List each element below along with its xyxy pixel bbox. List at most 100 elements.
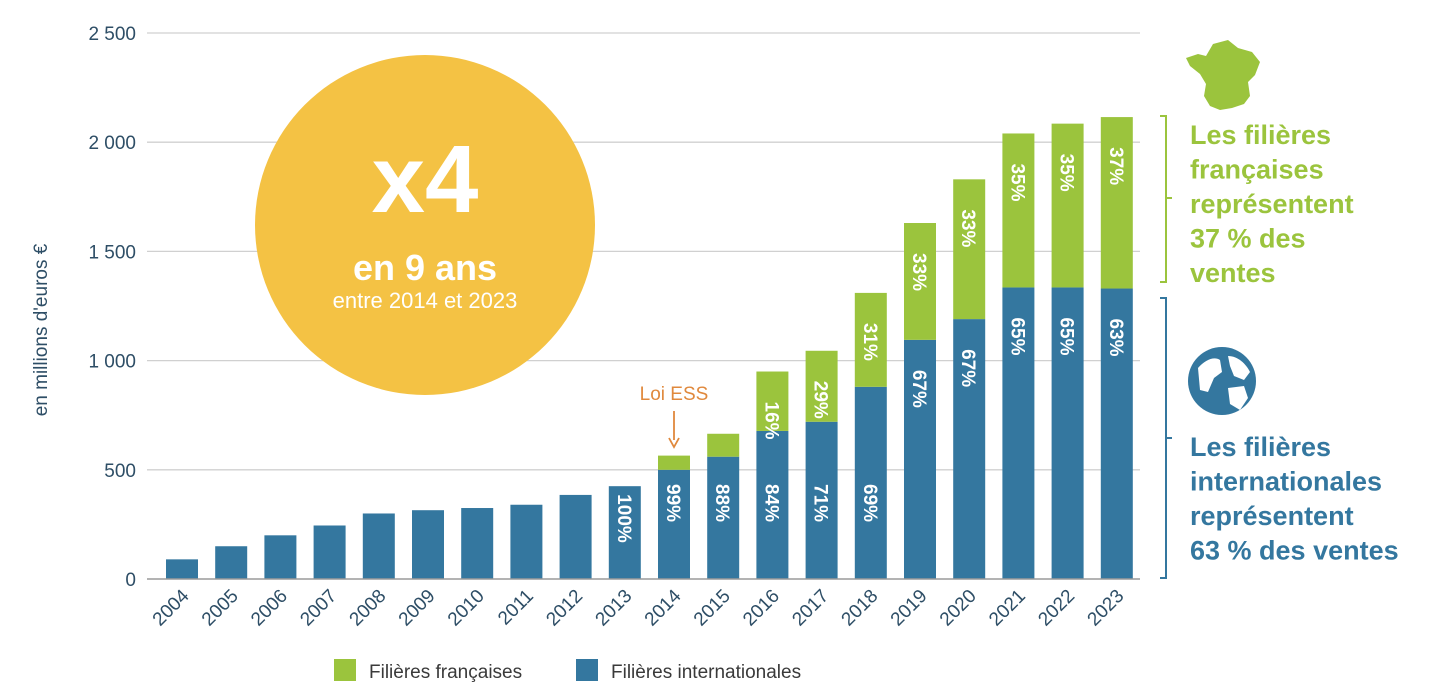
bar-intl-2023 [1100,288,1133,579]
x-tick-label: 2012 [542,586,587,631]
france-map-icon [1186,40,1260,110]
french-share-line: Les filières [1190,120,1331,150]
x-tick-label: 2021 [985,586,1030,631]
bar-french-2019 [904,223,936,340]
legend-swatch-french [334,659,356,681]
intl-bracket [1160,297,1172,579]
bar-intl-2010 [461,508,494,579]
bar-french-2015 [707,433,740,457]
intl-share-text: Les filières internationales représentent 6… [1190,432,1399,566]
x-tick-label: 2011 [494,586,538,630]
x-tick-label: 2022 [1034,586,1079,631]
x-tick-label: 2008 [346,586,391,631]
french-share-line: ventes [1190,258,1276,288]
y-tick-label: 1 000 [88,352,136,373]
legend-label-french: Filières françaises [369,662,522,683]
x-tick-label: 2015 [690,586,735,631]
callout-line2: entre 2014 et 2023 [333,288,518,313]
x-tick-label: 2017 [788,586,833,631]
bar-intl-2006 [264,535,297,579]
y-tick-label: 2 000 [88,133,136,154]
x-tick-label: 2005 [198,586,243,631]
x-tick-label: 2009 [395,586,440,631]
growth-callout: x4 en 9 ans entre 2014 et 2023 [255,55,595,395]
y-tick-label: 2 500 [88,24,136,45]
bar-intl-2009 [412,510,444,579]
annotation-text: Loi ESS [640,384,709,405]
bar-french-2016 [756,371,789,431]
y-tick-label: 500 [104,461,136,482]
legend-label-intl: Filières internationales [611,662,801,683]
bar-intl-2007 [313,525,346,579]
french-share-line: françaises [1190,155,1324,185]
legend: Filières françaises Filières internation… [334,659,801,683]
bar-intl-2019 [904,339,936,579]
globe-icon [1188,347,1256,415]
y-axis-label: en millions d'euros € [31,243,52,416]
x-tick-label: 2020 [936,586,981,631]
label-intl-2023: 63% [1105,319,1126,357]
bar-french-2023 [1100,117,1133,289]
callout-circle [255,55,595,395]
bar-intl-2005 [215,546,248,579]
x-tick-label: 2019 [887,586,932,631]
label-intl-2021: 65% [1006,317,1027,355]
label-french-2023: 37% [1105,147,1126,185]
french-share-line: 37 % des [1190,224,1306,254]
y-axis-ticks: 0 500 1 000 1 500 2 000 2 500 [88,24,136,591]
bar-intl-2018 [854,386,887,579]
x-tick-label: 2010 [444,586,489,631]
label-french-2019: 33% [908,253,929,291]
label-french-2016: 16% [760,402,781,440]
bar-intl-2020 [953,319,986,579]
bar-intl-2012 [559,494,592,579]
bar-intl-2004 [166,559,198,579]
x-tick-label: 2004 [149,585,194,630]
percentage-labels: 100% 99% 88% 84% 16% 71% 29% 69% 31% 67% 33% 67% 33%… [613,147,1126,543]
bar-french-2022 [1051,123,1084,288]
bar-french-2014 [658,455,690,470]
intl-share-line: Les filières [1190,432,1331,462]
label-intl-2016: 84% [760,484,781,522]
french-bracket [1160,115,1172,283]
annotation-arrow-head [668,437,680,449]
y-tick-label: 0 [125,570,136,591]
label-intl-2020: 67% [957,349,978,387]
intl-share-line: représentent [1190,501,1354,531]
callout-big: x4 [372,126,479,233]
x-tick-label: 2023 [1084,586,1129,631]
x-tick-label: 2014 [641,585,686,630]
label-intl-2014: 99% [662,484,683,522]
bar-intl-2022 [1051,287,1084,579]
french-share-line: représentent [1190,189,1354,219]
label-intl-2018: 69% [859,484,880,522]
bar-intl-2011 [510,504,543,579]
callout-line1: en 9 ans [353,247,497,288]
label-french-2021: 35% [1006,163,1027,201]
french-share-text: Les filières françaises représentent 37 % d… [1190,120,1354,288]
legend-swatch-intl [576,659,598,681]
label-intl-2017: 71% [810,484,831,522]
bar-french-2017 [805,350,838,422]
x-axis-ticks: 2004 2005 2006 2007 2008 2009 2010 2011 2012 2013… [149,585,1129,630]
label-french-2017: 29% [810,381,831,419]
bar-intl-2014 [658,469,690,579]
y-tick-label: 1 500 [88,242,136,263]
bar-intl-2015 [707,456,740,579]
label-intl-2013: 100% [613,494,634,543]
label-intl-2022: 65% [1056,317,1077,355]
label-intl-2019: 67% [908,370,929,408]
x-tick-label: 2007 [296,586,341,631]
bar-intl-2021 [1002,287,1035,579]
intl-share-line: 63 % des ventes [1190,536,1399,566]
intl-share-line: internationales [1190,467,1382,497]
x-tick-label: 2016 [739,586,784,631]
bar-french-2020 [953,179,986,320]
bar-intl-2008 [362,513,395,579]
x-tick-label: 2013 [592,586,637,631]
bar-intl-2013 [608,486,641,579]
label-french-2020: 33% [957,209,978,247]
bar-intl-2016 [756,430,789,579]
x-tick-label: 2006 [247,586,292,631]
